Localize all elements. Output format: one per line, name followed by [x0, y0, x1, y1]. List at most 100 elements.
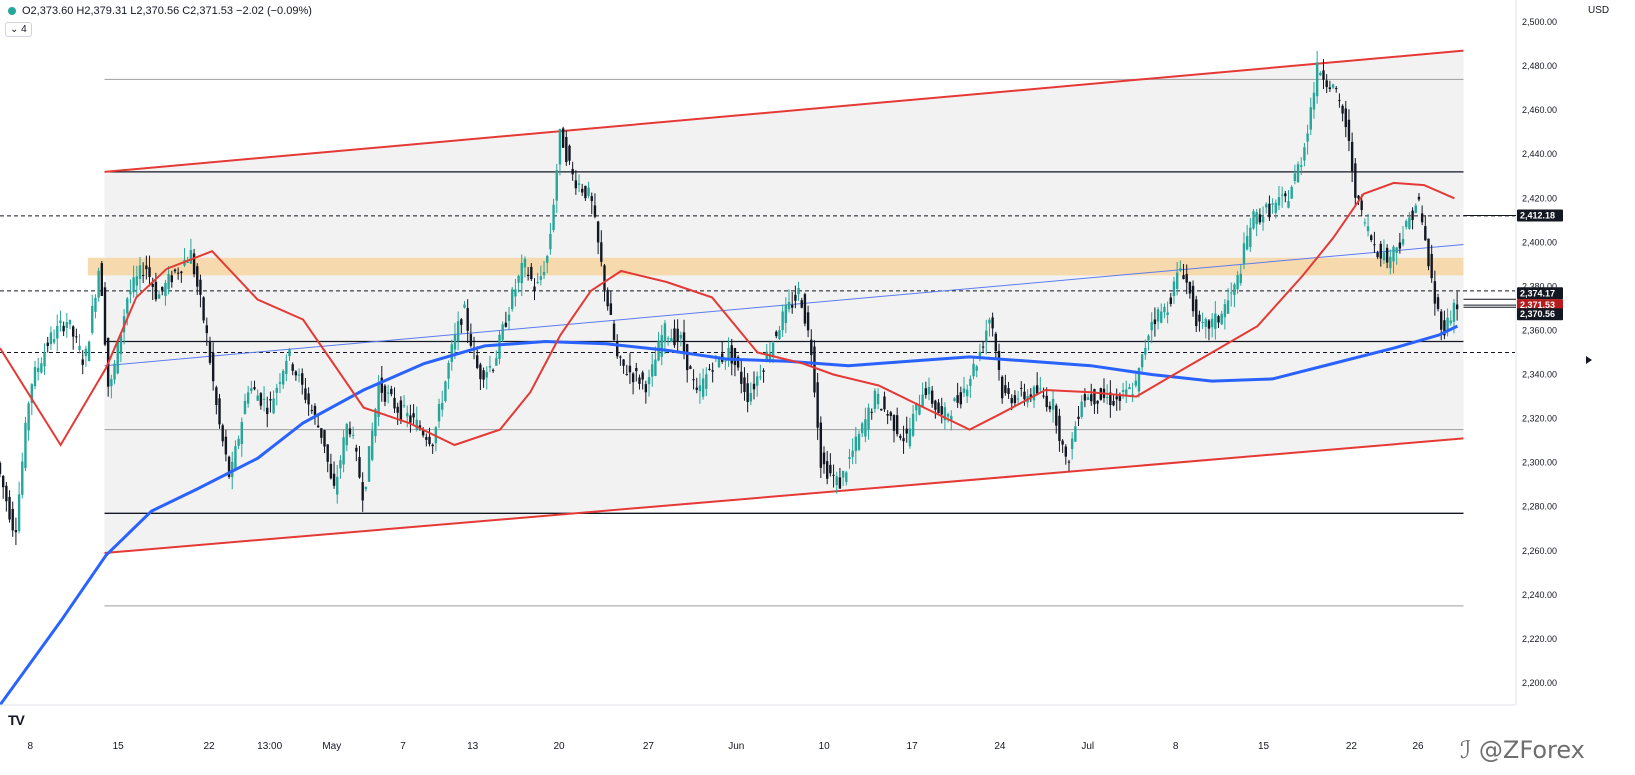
candle-body	[116, 341, 119, 374]
candle-body	[1395, 247, 1398, 253]
candle-body	[752, 383, 756, 390]
candle-body	[374, 409, 377, 437]
indicators-count: 4	[21, 24, 27, 35]
candle-body	[1067, 461, 1071, 463]
tradingview-logo[interactable]: TV	[8, 712, 25, 728]
candle-body	[676, 328, 679, 342]
candle-body	[1029, 394, 1033, 399]
candle-body	[1210, 318, 1214, 328]
y-tick-label: 2,260.00	[1522, 546, 1557, 556]
candle-body	[994, 333, 998, 352]
candle-body	[921, 394, 924, 408]
candle-body	[1268, 203, 1271, 218]
ma-slow-line	[0, 324, 1459, 706]
candle-body	[1083, 394, 1087, 401]
candle-body	[1000, 376, 1004, 399]
candle-body	[1315, 62, 1319, 97]
indicators-toggle-button[interactable]: ⌄ 4	[5, 22, 32, 37]
candle-body	[689, 366, 692, 369]
candle-body	[574, 180, 578, 189]
candle-body	[246, 392, 250, 404]
candle-body	[797, 288, 800, 295]
candle-body	[1366, 226, 1370, 232]
candle-body	[759, 376, 762, 378]
candle-body	[1230, 292, 1233, 294]
candle-body	[988, 319, 991, 324]
candle-body	[329, 463, 333, 479]
y-tick-label: 2,440.00	[1522, 149, 1557, 159]
candle-body	[1080, 401, 1083, 417]
candle-body	[940, 406, 943, 415]
candle-body	[727, 348, 730, 360]
candle-body	[103, 287, 107, 345]
ohlc-values: O2,373.60 H2,379.31 L2,370.56 C2,371.53 …	[22, 5, 312, 17]
candle-body	[491, 369, 495, 371]
candle-body	[157, 294, 161, 299]
y-tick-label: 2,340.00	[1522, 370, 1557, 380]
candle-body	[243, 400, 247, 414]
y-tick-label: 2,200.00	[1522, 678, 1557, 688]
candle-body	[1166, 312, 1169, 316]
candle-body	[794, 294, 797, 301]
candle-body	[1195, 299, 1198, 327]
candle-body	[1252, 211, 1255, 229]
candle-body	[186, 261, 189, 263]
price-badge-label: 2,412.18	[1520, 211, 1555, 221]
candle-body	[568, 145, 571, 161]
candle-body	[406, 412, 409, 417]
candle-body	[1023, 391, 1026, 400]
candle-body	[829, 464, 832, 474]
candle-body	[5, 485, 8, 502]
candle-body	[526, 274, 530, 277]
candle-body	[1287, 201, 1290, 208]
candle-body	[673, 328, 676, 346]
candle-body	[21, 461, 24, 495]
candle-body	[918, 405, 921, 415]
candle-body	[1204, 319, 1207, 327]
candle-body	[348, 428, 352, 435]
price-badge-bg	[1517, 287, 1563, 300]
candle-body	[1020, 387, 1023, 389]
candle-body	[1306, 133, 1309, 142]
candle-body	[698, 385, 702, 392]
candle-body	[301, 373, 304, 385]
x-tick-label: 7	[400, 741, 406, 752]
candle-body	[154, 281, 158, 300]
scroll-to-realtime-icon[interactable]	[1586, 356, 1592, 364]
candle-body	[402, 405, 406, 407]
candle-body	[670, 338, 673, 342]
candle-body	[883, 396, 886, 410]
candle-body	[631, 373, 635, 383]
price-badge: 2,374.17	[1463, 287, 1563, 300]
candle-body	[507, 314, 511, 321]
candle-body	[1242, 243, 1246, 264]
candle-body	[937, 402, 940, 414]
candle-body	[326, 444, 329, 462]
candle-body	[899, 435, 902, 438]
candle-body	[1398, 242, 1402, 249]
candle-body	[1433, 281, 1437, 304]
y-tick-label: 2,480.00	[1522, 61, 1557, 71]
candle-body	[390, 388, 393, 395]
candle-body	[965, 389, 969, 397]
candle-body	[577, 183, 581, 185]
candle-body	[463, 304, 466, 308]
candle-body	[1303, 147, 1306, 161]
candle-body	[679, 334, 683, 339]
x-tick-label: 8	[1173, 741, 1179, 752]
candle-body	[915, 402, 918, 411]
channel-upper-line	[104, 49, 1464, 173]
x-tick-label: 10	[819, 741, 831, 752]
price-badge-bg	[1517, 209, 1563, 222]
candle-body	[625, 373, 628, 375]
candle-body	[635, 367, 638, 372]
candle-body	[316, 425, 320, 428]
candle-body	[746, 383, 749, 402]
blue-trendline	[104, 244, 1464, 367]
candle-body	[822, 452, 826, 465]
candle-body	[1140, 354, 1144, 368]
currency-label[interactable]: USD	[1588, 5, 1610, 16]
candle-body	[1172, 281, 1176, 297]
candle-body	[409, 415, 412, 423]
